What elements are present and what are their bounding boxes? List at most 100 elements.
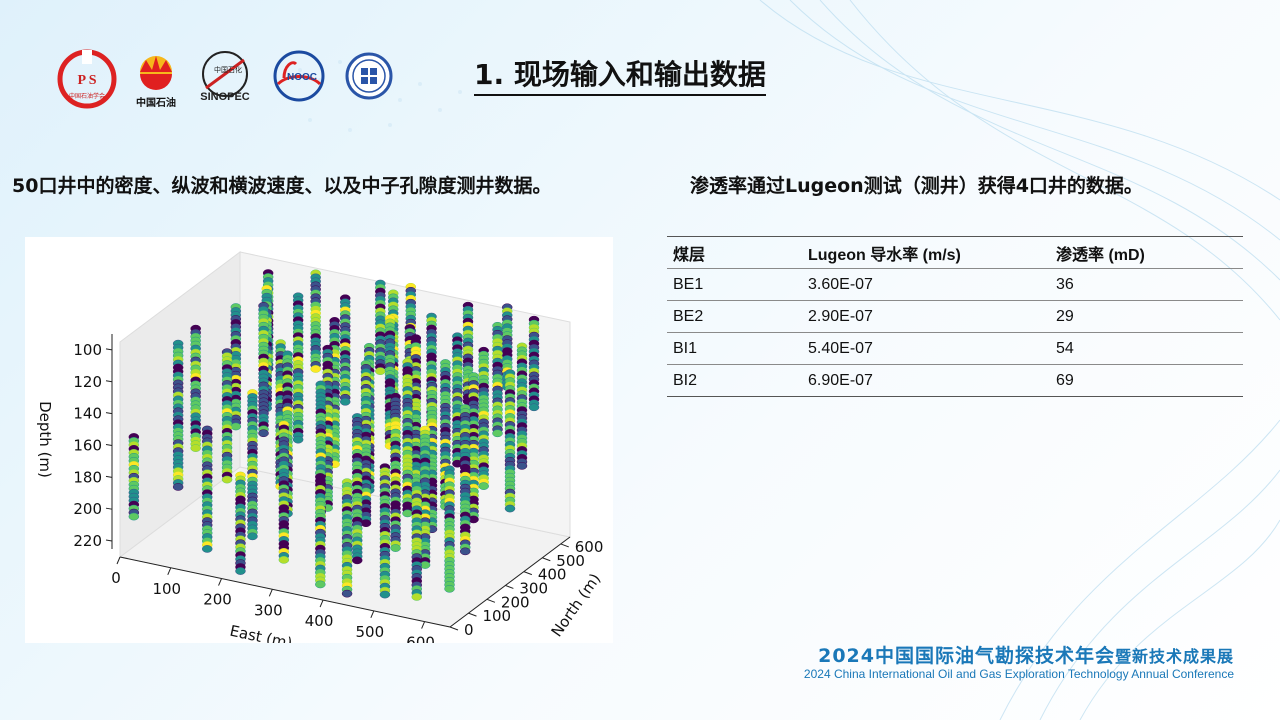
cell-lugeon: 3.60E-07 bbox=[802, 268, 1050, 301]
table-row: BE1 3.60E-07 36 bbox=[667, 268, 1243, 301]
north-tick-label: 600 bbox=[575, 538, 604, 556]
well-log-3d-svg: 0100200300400500600010020030040050060010… bbox=[36, 251, 604, 653]
cell-seam: BE2 bbox=[667, 300, 802, 333]
sponsor-logos: P S 中国石油学会 中国石油 中国石化 SINOPEC NOOC bbox=[56, 48, 416, 110]
north-tick bbox=[542, 557, 551, 562]
depth-tick bbox=[105, 348, 113, 351]
north-tick-label: 300 bbox=[519, 579, 548, 597]
depth-tick bbox=[105, 380, 113, 383]
depth-tick bbox=[105, 507, 113, 510]
east-tick-label: 0 bbox=[111, 569, 121, 587]
north-tick bbox=[449, 626, 459, 631]
well-point bbox=[278, 555, 290, 564]
north-tick bbox=[560, 543, 569, 548]
well-point bbox=[310, 365, 321, 373]
north-tick-label: 200 bbox=[501, 593, 530, 611]
depth-axis-label: Depth (m) bbox=[36, 401, 54, 478]
svg-text:P S: P S bbox=[77, 73, 96, 88]
permeability-table: 煤层 Lugeon 导水率 (m/s) 渗透率 (mD) BE1 3.60E-0… bbox=[667, 236, 1243, 397]
east-tick bbox=[370, 610, 375, 619]
depth-tick-label: 200 bbox=[73, 500, 102, 518]
east-tick bbox=[116, 556, 121, 565]
society-logo bbox=[345, 52, 393, 100]
cell-lugeon: 2.90E-07 bbox=[802, 300, 1050, 333]
well-point bbox=[292, 435, 304, 444]
table-row: BI1 5.40E-07 54 bbox=[667, 332, 1243, 365]
conference-title-cn: 2024中国国际油气勘探技术年会暨新技术成果展 bbox=[818, 641, 1234, 668]
cell-lugeon: 6.90E-07 bbox=[802, 364, 1050, 397]
well-point bbox=[247, 532, 258, 541]
svg-text:SINOPEC: SINOPEC bbox=[200, 91, 250, 103]
cell-perm: 69 bbox=[1050, 364, 1243, 397]
slide-title: 1. 现场输入和输出数据 bbox=[474, 58, 766, 96]
east-tick-label: 200 bbox=[203, 591, 232, 609]
east-tick-label: 100 bbox=[152, 580, 181, 598]
well-point bbox=[201, 545, 213, 553]
svg-text:中国石油: 中国石油 bbox=[136, 96, 176, 109]
header-coal-seam: 煤层 bbox=[667, 236, 802, 269]
cell-perm: 54 bbox=[1050, 332, 1243, 365]
north-tick bbox=[468, 612, 477, 617]
cell-perm: 29 bbox=[1050, 300, 1243, 333]
east-tick bbox=[421, 621, 426, 629]
well-point bbox=[230, 422, 242, 431]
well-point bbox=[444, 584, 455, 593]
well-point bbox=[516, 462, 528, 470]
well-point bbox=[478, 482, 489, 490]
cell-perm: 36 bbox=[1050, 268, 1243, 301]
depth-tick-label: 140 bbox=[73, 405, 102, 423]
well-log-3d-plot: 0 100 200 300 400 500 600 0 100 200 300 400 500 600 10… bbox=[25, 237, 613, 653]
north-axis-line bbox=[449, 536, 571, 628]
svg-text:中国石油学会: 中国石油学会 bbox=[69, 92, 105, 100]
north-tick bbox=[486, 598, 496, 603]
well-point bbox=[492, 429, 503, 438]
depth-tick bbox=[105, 475, 113, 478]
well-point bbox=[411, 593, 423, 601]
cps-logo: P S 中国石油学会 bbox=[57, 49, 117, 109]
cell-seam: BI1 bbox=[667, 332, 802, 365]
well-point bbox=[402, 509, 413, 518]
east-tick bbox=[268, 589, 273, 597]
depth-tick-label: 220 bbox=[73, 532, 102, 550]
cell-seam: BI2 bbox=[667, 364, 802, 397]
depth-tick-label: 180 bbox=[73, 468, 102, 486]
cnooc-logo: NOOC bbox=[273, 50, 325, 102]
well-point bbox=[360, 519, 372, 528]
header-permeability: 渗透率 (mD) bbox=[1050, 236, 1243, 269]
well-point bbox=[235, 567, 246, 575]
east-tick-label: 300 bbox=[254, 601, 283, 619]
well-point bbox=[258, 429, 269, 438]
east-tick-label: 600 bbox=[406, 634, 435, 643]
well-point bbox=[190, 444, 201, 452]
east-axis-label: East (m) bbox=[228, 622, 294, 643]
cell-seam: BE1 bbox=[667, 268, 802, 301]
well-point bbox=[379, 590, 391, 599]
well-point bbox=[315, 580, 326, 589]
depth-tick-label: 100 bbox=[73, 341, 102, 359]
east-tick bbox=[167, 567, 172, 575]
table-row: BE2 2.90E-07 29 bbox=[667, 300, 1243, 333]
well-point bbox=[221, 475, 233, 484]
well-point bbox=[128, 512, 140, 521]
wells-description: 50口井中的密度、纵波和横波速度、以及中子孔隙度测井数据。 bbox=[12, 175, 552, 197]
well-point bbox=[341, 589, 353, 598]
east-tick bbox=[319, 599, 324, 608]
conference-sub: 暨新技术成果展 bbox=[1114, 647, 1234, 666]
well-point bbox=[459, 547, 471, 556]
svg-text:中国石化: 中国石化 bbox=[214, 65, 242, 74]
cell-lugeon: 5.40E-07 bbox=[802, 332, 1050, 365]
east-tick-label: 500 bbox=[356, 623, 385, 641]
north-tick-label: 400 bbox=[538, 566, 567, 584]
north-tick-label: 500 bbox=[556, 552, 585, 570]
well-point bbox=[390, 544, 401, 552]
depth-tick bbox=[105, 539, 113, 542]
well-point bbox=[375, 367, 386, 375]
east-axis-line bbox=[119, 556, 451, 628]
north-tick bbox=[523, 571, 533, 576]
well-point bbox=[504, 504, 516, 513]
cnpc-logo: 中国石油 bbox=[136, 56, 176, 109]
svg-text:NOOC: NOOC bbox=[287, 72, 317, 83]
well-point bbox=[172, 483, 184, 491]
header-lugeon: Lugeon 导水率 (m/s) bbox=[802, 236, 1050, 269]
well-point bbox=[351, 556, 363, 565]
